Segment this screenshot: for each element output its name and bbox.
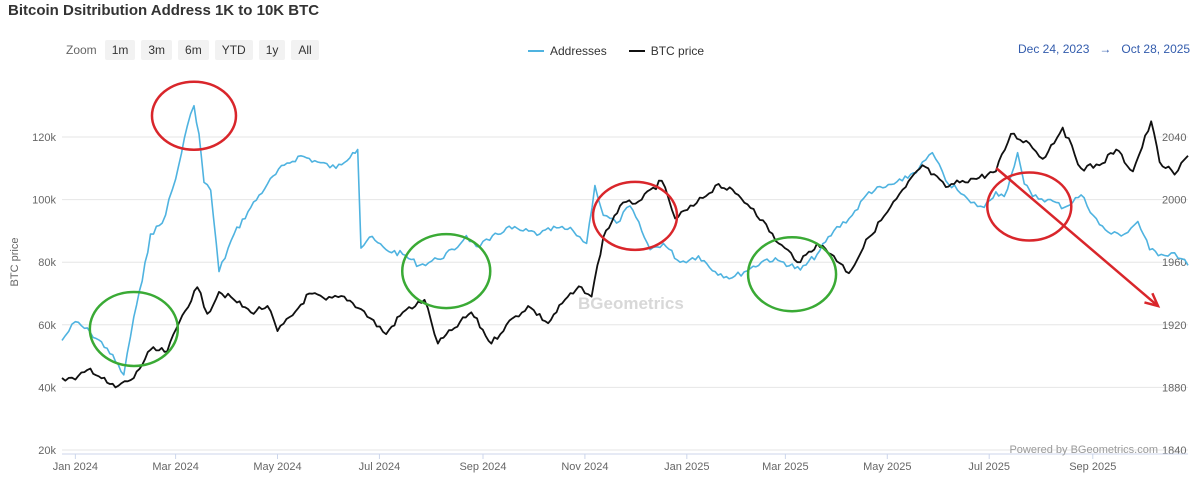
legend-item-btc-price[interactable]: BTC price bbox=[628, 44, 705, 58]
range-arrow: → bbox=[1099, 42, 1112, 56]
zoom-all-button[interactable]: All bbox=[291, 40, 319, 60]
y-left-tick-label: 100k bbox=[32, 195, 56, 207]
zoom-6m-button[interactable]: 6m bbox=[178, 40, 209, 60]
y-left-tick-label: 60k bbox=[38, 320, 56, 332]
legend-label-addresses: Addresses bbox=[550, 44, 607, 58]
x-tick-label: Mar 2024 bbox=[152, 461, 198, 473]
x-tick-label: Sep 2025 bbox=[1069, 461, 1116, 473]
x-tick-label: Nov 2024 bbox=[561, 461, 608, 473]
y-left-tick-label: 20k bbox=[38, 445, 56, 457]
y-left-tick-label: 80k bbox=[38, 257, 56, 269]
grid-lines bbox=[62, 136, 1188, 451]
annotation-green-circle bbox=[88, 290, 180, 368]
annotation-red-circle bbox=[986, 171, 1073, 242]
annotation-red-circle bbox=[150, 80, 238, 151]
y-left-axis: 20k 40k 60k 80k 100k 120k bbox=[32, 132, 56, 457]
legend-swatch-addresses bbox=[528, 50, 544, 52]
x-axis: Jan 2024 Mar 2024 May 2024 Jul 2024 Sep 2024… bbox=[53, 453, 1188, 473]
watermark-text: BGeometrics bbox=[578, 294, 684, 313]
y-right-tick-label: 1960 bbox=[1162, 257, 1186, 269]
series-group bbox=[61, 104, 1189, 389]
annotation-green-circle bbox=[400, 232, 492, 310]
annotation-red-arrow-head bbox=[1144, 292, 1161, 308]
y-right-tick-label: 2000 bbox=[1162, 195, 1186, 207]
x-tick-label: Sep 2024 bbox=[459, 461, 506, 473]
x-tick-label: Jul 2025 bbox=[968, 461, 1010, 473]
x-tick-label: May 2025 bbox=[863, 461, 911, 473]
annotation-green-circle bbox=[746, 235, 838, 313]
legend: Addresses BTC price bbox=[528, 44, 704, 58]
y-right-tick-label: 1920 bbox=[1162, 320, 1186, 332]
legend-label-btc-price: BTC price bbox=[650, 44, 705, 58]
y-right-tick-label: 1880 bbox=[1162, 382, 1186, 394]
series-line-btc-price bbox=[61, 120, 1189, 389]
zoom-label: Zoom bbox=[66, 43, 97, 57]
x-tick-label: Jan 2024 bbox=[53, 461, 98, 473]
y-right-tick-label: 2040 bbox=[1162, 132, 1186, 144]
annotation-red-arrow-shaft bbox=[995, 167, 1159, 307]
x-tick-label: Jan 2025 bbox=[664, 461, 709, 473]
y-axis-label: BTC price bbox=[9, 238, 21, 287]
range-to-date[interactable]: Oct 28, 2025 bbox=[1121, 42, 1191, 56]
credit-text[interactable]: Powered by BGeometrics.com bbox=[1009, 444, 1158, 456]
x-tick-label: Jul 2024 bbox=[359, 461, 401, 473]
y-left-tick-label: 120k bbox=[32, 132, 56, 144]
legend-item-addresses[interactable]: Addresses bbox=[528, 44, 607, 58]
zoom-bar: Zoom 1m 3m 6m YTD 1y All bbox=[66, 40, 319, 60]
x-tick-label: May 2024 bbox=[253, 461, 301, 473]
y-right-axis: 1840 1880 1920 1960 2000 2040 bbox=[1162, 132, 1186, 457]
zoom-1y-button[interactable]: 1y bbox=[258, 40, 286, 60]
legend-swatch-btc-price bbox=[628, 50, 645, 52]
chart-title: Bitcoin Dsitribution Address 1K to 10K B… bbox=[8, 2, 320, 19]
date-range: Dec 24, 2023 → Oct 28, 2025 bbox=[1018, 42, 1190, 56]
series-line-addresses bbox=[61, 104, 1189, 376]
annotation-red-circle bbox=[591, 180, 679, 252]
y-left-tick-label: 40k bbox=[38, 382, 56, 394]
y-right-tick-label: 1840 bbox=[1162, 445, 1186, 457]
zoom-1m-button[interactable]: 1m bbox=[104, 40, 136, 60]
zoom-ytd-button[interactable]: YTD bbox=[214, 40, 253, 60]
annotations-group bbox=[88, 80, 1161, 368]
zoom-3m-button[interactable]: 3m bbox=[141, 40, 173, 60]
x-tick-label: Mar 2025 bbox=[762, 461, 808, 473]
range-from-date[interactable]: Dec 24, 2023 bbox=[1018, 42, 1090, 56]
